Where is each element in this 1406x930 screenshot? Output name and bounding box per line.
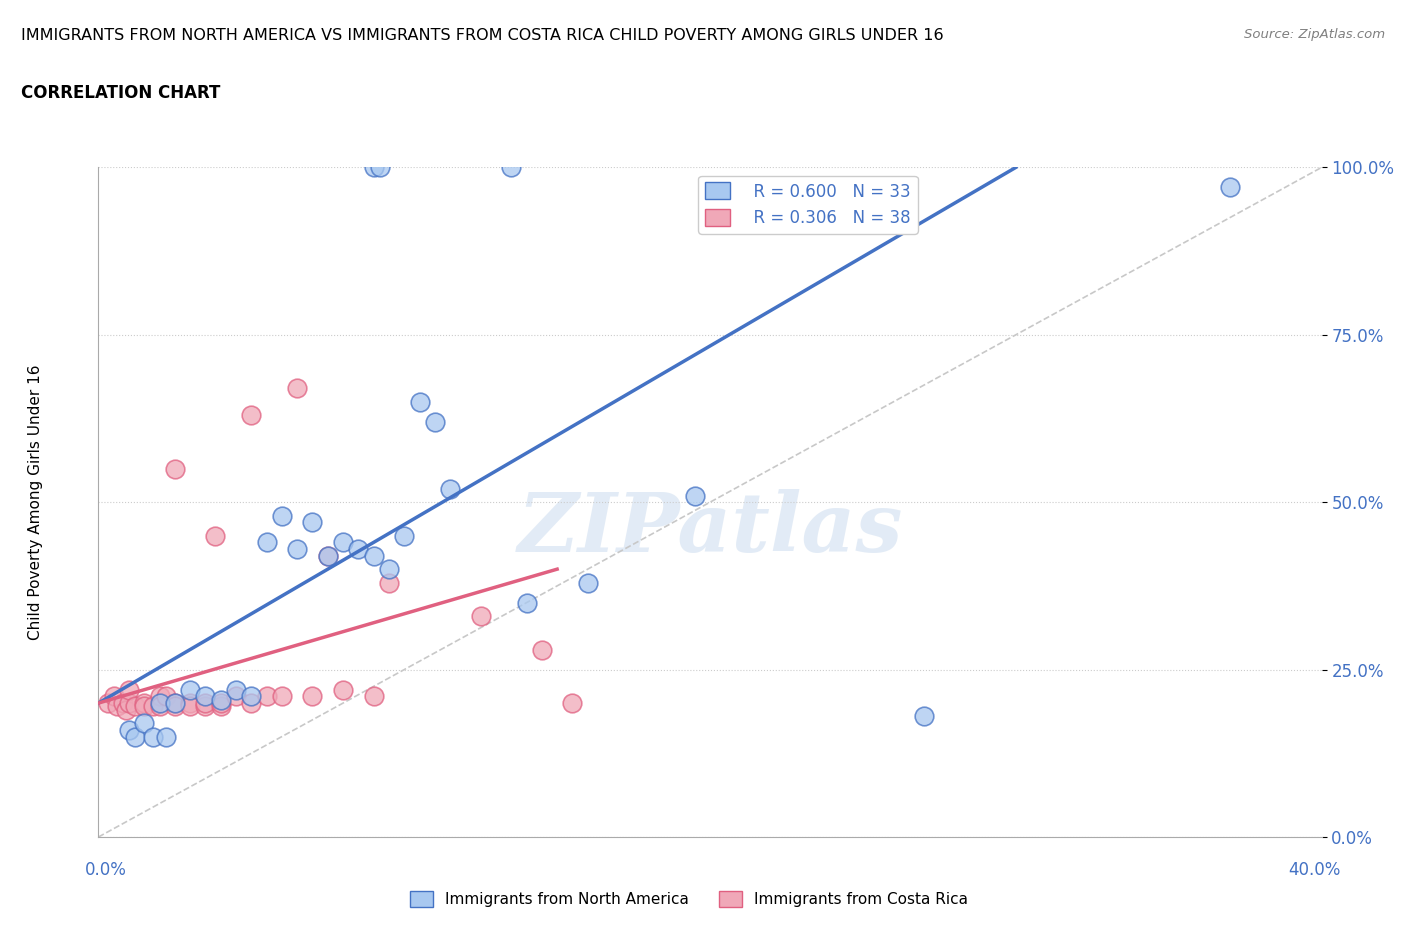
Point (301, 515, 323, 530)
Point (115, 702, 138, 717)
Point (240, 696, 263, 711)
Text: Source: ZipAtlas.com: Source: ZipAtlas.com (1244, 28, 1385, 41)
Point (118, 723, 141, 737)
Point (118, 683, 141, 698)
Point (332, 535, 354, 550)
Point (240, 689, 263, 704)
Point (378, 575, 401, 590)
Point (155, 689, 177, 704)
Point (118, 696, 141, 711)
Point (225, 683, 247, 698)
Point (301, 689, 323, 704)
Point (256, 535, 278, 550)
Point (516, 595, 538, 610)
Point (363, 160, 385, 175)
Point (683, 488, 706, 503)
Point (561, 696, 583, 711)
Point (163, 461, 186, 476)
Text: 0.0%: 0.0% (84, 860, 127, 879)
Point (194, 689, 217, 704)
Text: Child Poverty Among Girls Under 16: Child Poverty Among Girls Under 16 (28, 365, 42, 640)
Point (530, 642, 553, 657)
Text: 40.0%: 40.0% (1288, 860, 1341, 879)
Point (240, 407, 263, 422)
Point (316, 549, 339, 564)
Point (285, 381, 308, 396)
Point (1219, 180, 1241, 195)
Point (105, 699, 128, 714)
Point (204, 528, 226, 543)
Point (408, 394, 430, 409)
Point (149, 689, 172, 704)
Point (912, 709, 935, 724)
Point (149, 699, 172, 714)
Point (225, 689, 247, 704)
Point (163, 696, 186, 711)
Point (179, 699, 201, 714)
Point (179, 683, 201, 698)
Point (163, 696, 186, 711)
Point (155, 729, 177, 744)
Text: CORRELATION CHART: CORRELATION CHART (21, 84, 221, 101)
Point (316, 549, 339, 564)
Point (270, 508, 294, 523)
Point (423, 415, 446, 430)
Point (194, 699, 217, 714)
Point (111, 696, 134, 711)
Point (392, 528, 416, 543)
Point (103, 689, 125, 704)
Point (149, 696, 172, 711)
Point (194, 696, 217, 711)
Legend:   R = 0.600   N = 33,   R = 0.306   N = 38: R = 0.600 N = 33, R = 0.306 N = 38 (699, 176, 918, 233)
Point (347, 541, 370, 556)
Point (163, 699, 186, 714)
Point (142, 729, 165, 744)
Point (368, 160, 391, 175)
Text: ZIPatlas: ZIPatlas (517, 489, 903, 569)
Point (142, 699, 165, 714)
Point (134, 716, 156, 731)
Point (332, 683, 354, 698)
Point (134, 696, 156, 711)
Point (363, 689, 385, 704)
Point (256, 689, 278, 704)
Point (124, 699, 146, 714)
Legend: Immigrants from North America, Immigrants from Costa Rica: Immigrants from North America, Immigrant… (404, 884, 974, 913)
Point (134, 699, 156, 714)
Point (378, 562, 401, 577)
Point (470, 608, 492, 623)
Point (97, 696, 120, 711)
Point (209, 699, 232, 714)
Text: IMMIGRANTS FROM NORTH AMERICA VS IMMIGRANTS FROM COSTA RICA CHILD POVERTY AMONG : IMMIGRANTS FROM NORTH AMERICA VS IMMIGRA… (21, 28, 943, 43)
Point (501, 160, 523, 175)
Point (179, 696, 201, 711)
Point (124, 729, 146, 744)
Point (285, 541, 308, 556)
Point (363, 549, 385, 564)
Point (209, 696, 232, 711)
Point (439, 482, 461, 497)
Point (270, 689, 294, 704)
Point (576, 575, 599, 590)
Point (209, 692, 232, 707)
